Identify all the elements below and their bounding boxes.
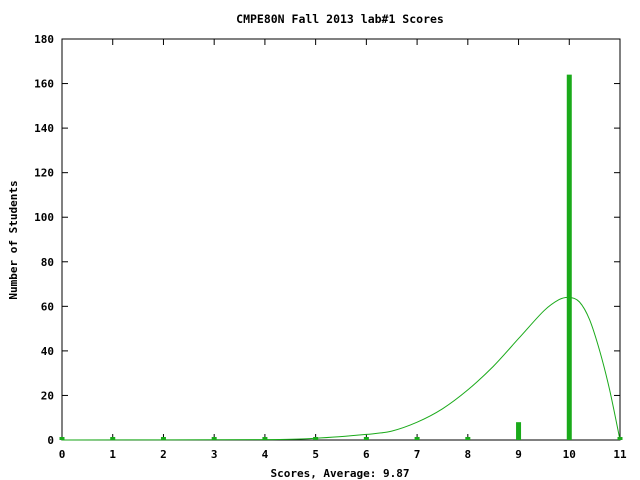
x-tick-label: 8: [465, 448, 472, 461]
plot-frame: [61, 38, 621, 441]
x-tick-label: 5: [312, 448, 319, 461]
bar-score-9: [516, 422, 522, 440]
y-tick-label: 60: [41, 300, 54, 313]
y-tick-label: 140: [34, 122, 54, 135]
chart-title: CMPE80N Fall 2013 lab#1 Scores: [236, 12, 444, 26]
x-axis-label: Scores, Average: 9.87: [270, 467, 409, 480]
x-tick-label: 11: [613, 448, 627, 461]
bar-score-7: [414, 437, 420, 440]
bar-score-6: [363, 437, 369, 440]
bar-score-0: [59, 437, 65, 440]
x-tick-label: 2: [160, 448, 167, 461]
bar-score-4: [262, 437, 268, 440]
bar-score-8: [465, 437, 471, 440]
x-axis-ticks: 0 1 2 3 4 5 6 7 8 9 10 11: [59, 39, 627, 461]
x-tick-label: 6: [363, 448, 370, 461]
y-tick-label: 100: [34, 211, 54, 224]
y-axis-label: Number of Students: [7, 180, 20, 299]
y-tick-label: 40: [41, 345, 54, 358]
y-tick-label: 20: [41, 389, 54, 402]
x-tick-label: 3: [211, 448, 218, 461]
x-tick-label: 4: [262, 448, 269, 461]
x-tick-label: 0: [59, 448, 66, 461]
fit-curve-series: [61, 296, 621, 441]
y-axis-ticks: 0 20 40 60 80 100 120 140 160 180: [34, 33, 620, 447]
fit-curve-line: [61, 296, 621, 441]
y-tick-label: 120: [34, 167, 54, 180]
bar-series: [59, 74, 623, 441]
y-tick-label: 160: [34, 78, 54, 91]
x-tick-label: 1: [109, 448, 116, 461]
x-tick-label: 7: [414, 448, 421, 461]
x-tick-label: 10: [563, 448, 576, 461]
bar-score-10: [566, 74, 572, 441]
bar-score-2: [160, 437, 166, 440]
bar-score-1: [110, 437, 116, 440]
y-tick-label: 180: [34, 33, 54, 46]
bar-score-3: [211, 437, 217, 440]
y-tick-label: 80: [41, 256, 54, 269]
x-tick-label: 9: [515, 448, 522, 461]
y-tick-label: 0: [47, 434, 54, 447]
